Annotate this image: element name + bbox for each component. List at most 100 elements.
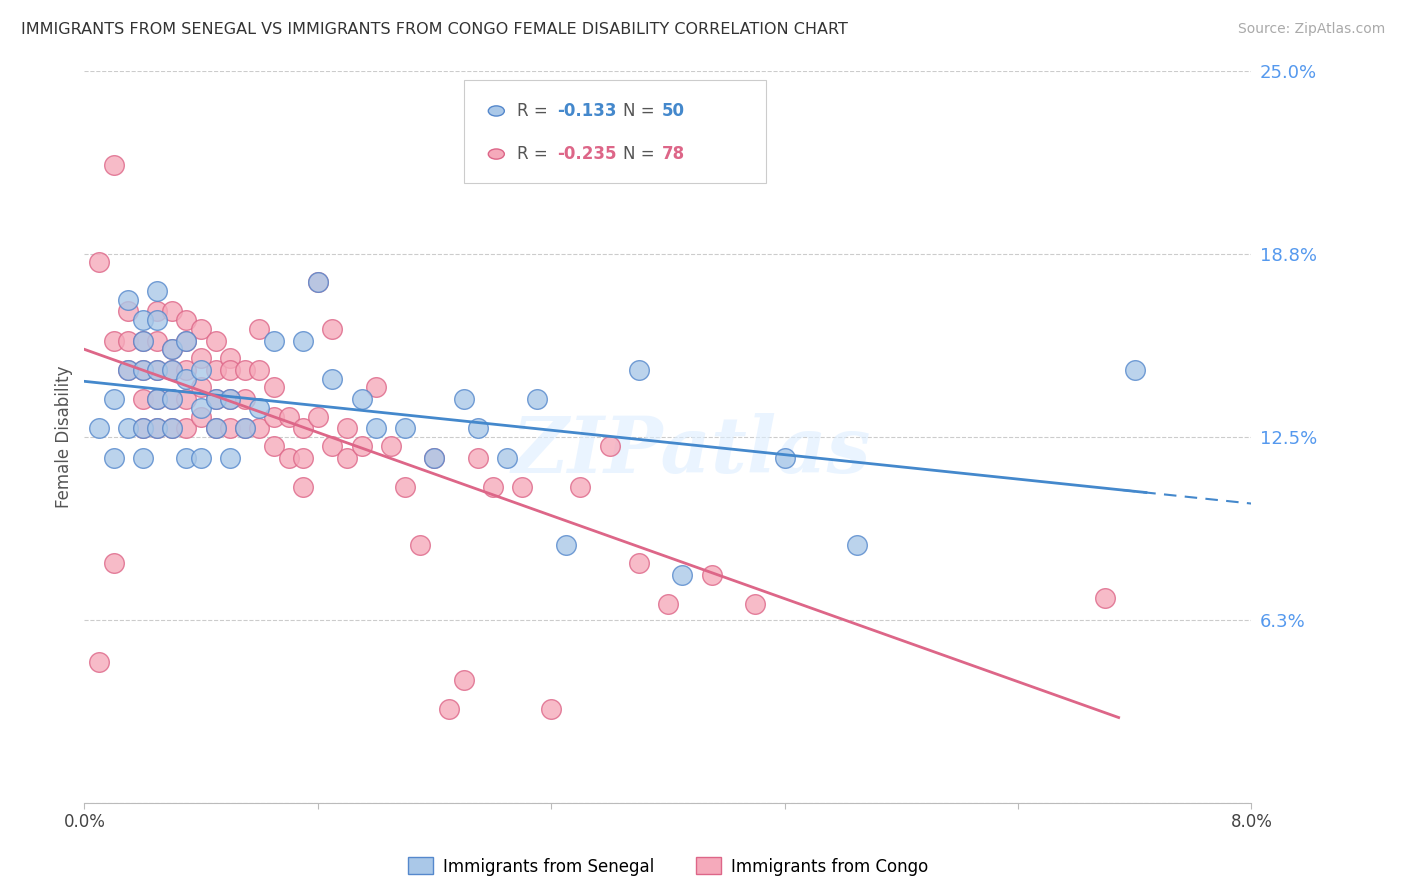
Text: IMMIGRANTS FROM SENEGAL VS IMMIGRANTS FROM CONGO FEMALE DISABILITY CORRELATION C: IMMIGRANTS FROM SENEGAL VS IMMIGRANTS FR…	[21, 22, 848, 37]
Point	[453, 673, 475, 687]
Point	[219, 421, 242, 435]
Point	[307, 409, 329, 424]
Point	[292, 450, 315, 465]
Point	[87, 656, 110, 670]
Point	[87, 421, 110, 435]
Point	[627, 363, 650, 377]
Text: R =: R =	[517, 145, 554, 163]
Point	[219, 351, 242, 365]
Point	[423, 450, 446, 465]
Point	[467, 421, 489, 435]
Point	[146, 334, 169, 348]
Point	[132, 450, 155, 465]
Point	[350, 392, 373, 406]
Point	[204, 392, 226, 406]
Point	[103, 556, 125, 570]
Text: -0.133: -0.133	[557, 102, 616, 120]
Point	[540, 702, 562, 716]
Point	[190, 322, 212, 336]
Point	[103, 392, 125, 406]
Point	[176, 313, 198, 327]
Point	[160, 392, 183, 406]
Point	[233, 392, 256, 406]
Point	[103, 450, 125, 465]
Point	[204, 392, 226, 406]
Point	[292, 480, 315, 494]
Point	[526, 392, 548, 406]
Point	[657, 597, 679, 611]
Point	[190, 401, 212, 415]
Point	[176, 334, 198, 348]
Point	[176, 334, 198, 348]
Point	[1123, 363, 1146, 377]
Point	[176, 371, 198, 385]
Text: ZIPatlas: ZIPatlas	[512, 414, 870, 490]
Point	[132, 363, 155, 377]
Text: N =: N =	[623, 102, 659, 120]
Point	[146, 284, 169, 298]
Point	[336, 421, 359, 435]
Point	[510, 480, 533, 494]
Point	[117, 293, 139, 307]
Point	[146, 304, 169, 318]
Point	[160, 421, 183, 435]
Point	[204, 421, 226, 435]
Point	[117, 363, 139, 377]
Point	[482, 480, 505, 494]
Point	[204, 421, 226, 435]
Point	[146, 392, 169, 406]
Point	[437, 702, 460, 716]
Point	[176, 450, 198, 465]
Point	[496, 450, 519, 465]
Point	[190, 351, 212, 365]
Point	[1094, 591, 1116, 605]
Point	[233, 421, 256, 435]
Legend: Immigrants from Senegal, Immigrants from Congo: Immigrants from Senegal, Immigrants from…	[401, 851, 935, 882]
Point	[423, 450, 446, 465]
Point	[190, 409, 212, 424]
Point	[146, 421, 169, 435]
Point	[190, 363, 212, 377]
Text: R =: R =	[517, 102, 554, 120]
Point	[219, 450, 242, 465]
Point	[160, 363, 183, 377]
Point	[846, 538, 869, 552]
Text: 50: 50	[662, 102, 685, 120]
Point	[277, 409, 299, 424]
Point	[394, 421, 416, 435]
Point	[103, 158, 125, 172]
Point	[117, 334, 139, 348]
Point	[160, 343, 183, 357]
Y-axis label: Female Disability: Female Disability	[55, 366, 73, 508]
Point	[132, 313, 155, 327]
Point	[160, 363, 183, 377]
Point	[292, 421, 315, 435]
Point	[219, 363, 242, 377]
Point	[233, 421, 256, 435]
Point	[160, 392, 183, 406]
Point	[321, 371, 343, 385]
Point	[263, 334, 285, 348]
Text: N =: N =	[623, 145, 659, 163]
Point	[190, 450, 212, 465]
Point	[700, 567, 723, 582]
Point	[744, 597, 766, 611]
Point	[117, 304, 139, 318]
Point	[132, 363, 155, 377]
Point	[117, 363, 139, 377]
Point	[219, 392, 242, 406]
Point	[233, 363, 256, 377]
Point	[160, 304, 183, 318]
Point	[263, 439, 285, 453]
Point	[307, 275, 329, 289]
Point	[569, 480, 592, 494]
Text: 78: 78	[662, 145, 685, 163]
Point	[204, 363, 226, 377]
Point	[132, 421, 155, 435]
Point	[380, 439, 402, 453]
Point	[409, 538, 432, 552]
Point	[307, 275, 329, 289]
Point	[321, 322, 343, 336]
Point	[176, 392, 198, 406]
Point	[132, 334, 155, 348]
